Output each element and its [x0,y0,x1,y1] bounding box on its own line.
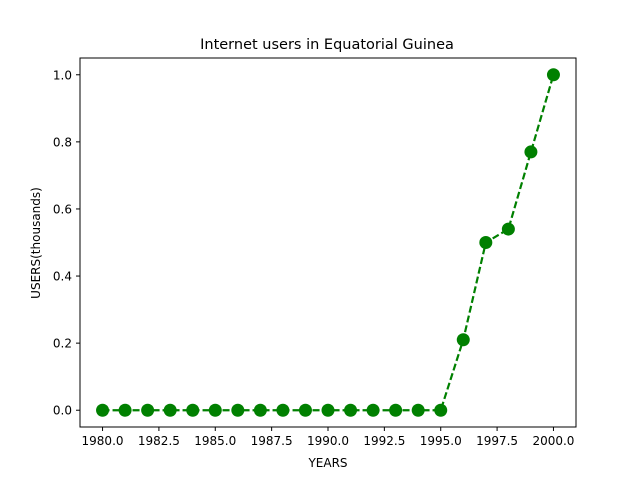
x-tick-label: 1997.5 [476,434,518,448]
data-point [208,403,222,417]
data-point [366,403,380,417]
x-tick-label: 1985.0 [194,434,236,448]
data-point [524,145,538,159]
x-tick-label: 1990.0 [307,434,349,448]
y-tick-label: 0.8 [53,135,72,149]
chart-title: Internet users in Equatorial Guinea [200,37,454,53]
y-tick-label: 0.6 [53,202,72,216]
data-point [276,403,290,417]
data-point [298,403,312,417]
data-point [253,403,267,417]
data-point [546,68,560,82]
data-point [389,403,403,417]
data-point [344,403,358,417]
plot-area [96,68,560,417]
data-point [231,403,245,417]
x-tick-label: 2000.0 [532,434,574,448]
data-point [321,403,335,417]
plot-frame [79,57,577,428]
x-tick-label: 1992.5 [363,434,405,448]
x-tick-label: 1980.0 [82,434,124,448]
y-tick-label: 0.4 [53,270,72,284]
y-tick-label: 1.0 [53,68,72,82]
y-tick-label: 0.2 [53,337,72,351]
x-axis: 1980.0 1982.5 1985.0 1987.5 1990.0 1992.5 1995… [82,427,574,448]
data-point [434,403,448,417]
x-tick-label: 1982.5 [138,434,180,448]
x-axis-label: YEARS [307,456,347,470]
data-point [411,403,425,417]
y-axis: 0.0 0.2 0.4 0.6 0.8 1.0 [53,68,80,418]
data-point [479,236,493,249]
x-tick-label: 1987.5 [251,434,293,448]
data-point [96,403,110,417]
x-tick-label: 1995.0 [420,434,462,448]
data-point [456,333,470,347]
y-axis-label: USERS(thousands) [29,187,43,299]
data-point [186,403,200,417]
data-point [163,403,177,417]
data-point [118,403,132,417]
data-point [141,403,155,417]
y-tick-label: 0.0 [53,404,72,418]
data-point [501,222,515,236]
